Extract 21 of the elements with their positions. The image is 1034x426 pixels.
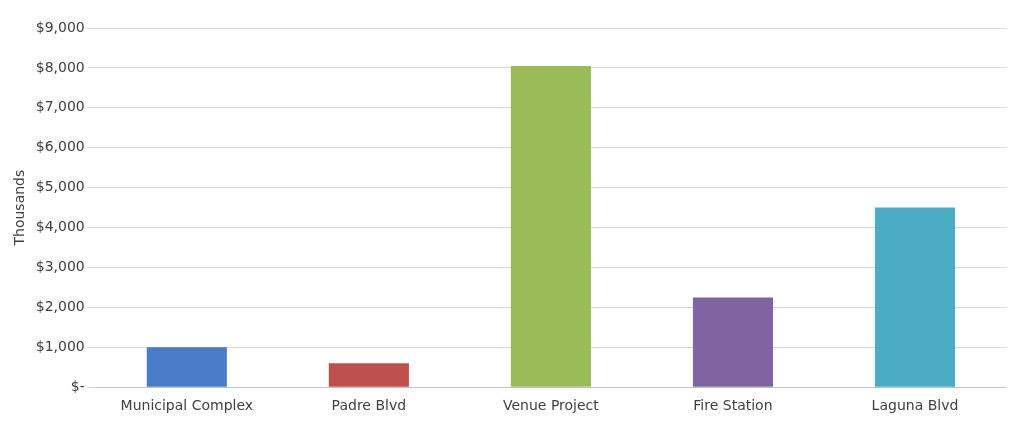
x-tick-label: Municipal Complex xyxy=(120,397,254,414)
y-tick-label: $5,000 xyxy=(35,178,85,195)
y-tick-label: $3,000 xyxy=(35,258,85,275)
y-tick-label: $6,000 xyxy=(35,138,85,155)
bar xyxy=(328,363,409,387)
y-tick-label: $9,000 xyxy=(35,18,85,35)
x-tick-label: Venue Project xyxy=(502,397,600,414)
y-axis-title: Thousands xyxy=(11,169,28,247)
y-tick-label: $1,000 xyxy=(35,337,85,354)
y-tick-label: $- xyxy=(70,377,85,394)
y-tick-label: $2,000 xyxy=(35,298,85,315)
y-tick-label: $4,000 xyxy=(35,218,85,235)
x-tick-label: Fire Station xyxy=(693,397,773,414)
bar xyxy=(510,65,591,387)
y-tick-label: $8,000 xyxy=(35,58,85,75)
x-tick-label: Padre Blvd xyxy=(331,397,407,414)
y-tick-label: $7,000 xyxy=(35,98,85,115)
bar xyxy=(692,297,773,387)
bar xyxy=(146,347,227,387)
x-tick-label: Laguna Blvd xyxy=(871,397,959,414)
bar xyxy=(874,207,956,387)
